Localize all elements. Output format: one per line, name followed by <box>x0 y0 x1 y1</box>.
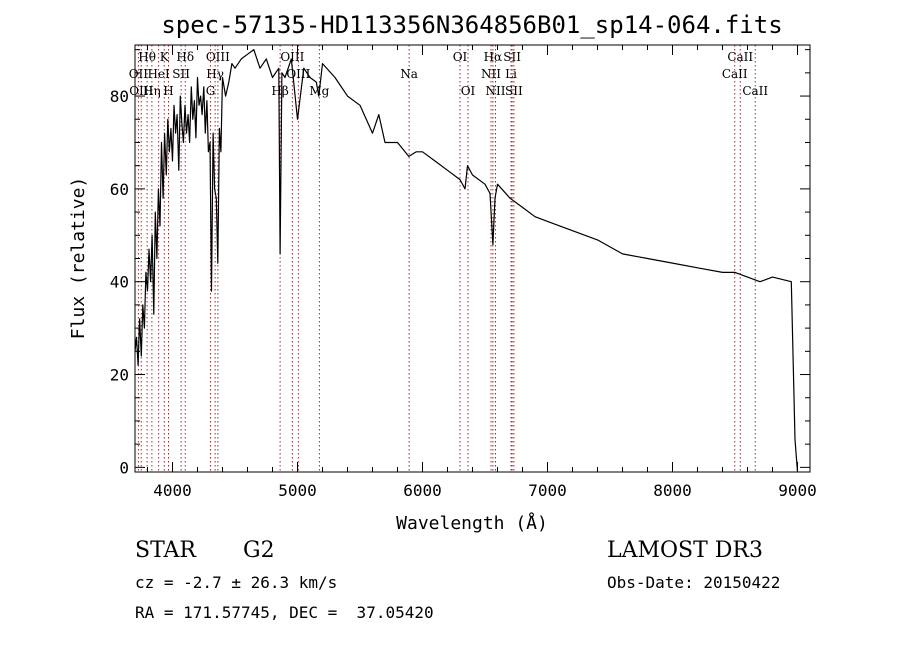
line-label-1: OII <box>129 67 149 81</box>
line-label-12: OIII <box>280 50 304 64</box>
line-label-11: G <box>206 84 216 98</box>
axis-ticks: 4000 5000 6000 7000 8000 9000 0 20 40 60 80 <box>110 45 817 500</box>
spectrum-line <box>134 48 799 473</box>
line-label-6: SII <box>172 67 190 81</box>
line-label-16: Na <box>400 67 418 81</box>
x-tick-label-4: 8000 <box>653 481 692 500</box>
obs-date: Obs-Date: 20150422 <box>607 573 781 592</box>
chart-title: spec-57135-HD113356N364856B01_sp14-064.f… <box>161 11 782 39</box>
line-label-20: NII <box>481 67 501 81</box>
redshift-readout: cz = -2.7 ± 26.3 km/s <box>135 573 338 592</box>
x-tick-label-1: 5000 <box>278 481 317 500</box>
line-label-3: Hη <box>143 84 161 98</box>
x-tick-label-0: 4000 <box>153 481 192 500</box>
line-label-27: CaII <box>742 84 768 98</box>
y-tick-label-1: 20 <box>110 366 129 385</box>
coordinates: RA = 171.57745, DEC = 37.05420 <box>135 603 434 622</box>
line-label-18: OI <box>461 84 476 98</box>
line-label-22: SII <box>503 50 521 64</box>
line-label-14: Hβ <box>271 84 288 98</box>
object-subclass: G2 <box>243 538 275 563</box>
line-label-10: Hγ <box>206 67 224 81</box>
x-tick-label-3: 7000 <box>528 481 567 500</box>
object-class: STAR <box>135 538 196 563</box>
line-label-21: NII <box>486 84 506 98</box>
y-axis-label: Flux (relative) <box>68 177 89 340</box>
x-tick-label-2: 6000 <box>403 481 442 500</box>
line-label-26: CaII <box>722 67 748 81</box>
y-tick-label-4: 80 <box>110 87 129 106</box>
line-label-8: Hδ <box>176 50 194 64</box>
line-markers <box>137 45 756 472</box>
line-label-0: Hθ <box>138 50 156 64</box>
y-tick-label-2: 40 <box>110 273 129 292</box>
line-label-25: CaII <box>727 50 753 64</box>
line-label-19: Hα <box>484 50 503 64</box>
survey-name: LAMOST DR3 <box>607 538 763 563</box>
y-tick-label-0: 0 <box>119 458 129 477</box>
line-label-23: Li <box>505 67 517 81</box>
plot-frame <box>134 44 811 473</box>
line-label-5: HeI <box>147 67 170 81</box>
x-axis-label: Wavelength (Å) <box>396 512 548 534</box>
line-label-7: H <box>163 84 173 98</box>
line-label-24: SII <box>505 84 523 98</box>
line-label-17: OI <box>453 50 468 64</box>
x-tick-label-5: 9000 <box>778 481 817 500</box>
y-tick-label-3: 60 <box>110 180 129 199</box>
line-label-4: K <box>160 50 170 64</box>
line-label-9: OIII <box>206 50 230 64</box>
